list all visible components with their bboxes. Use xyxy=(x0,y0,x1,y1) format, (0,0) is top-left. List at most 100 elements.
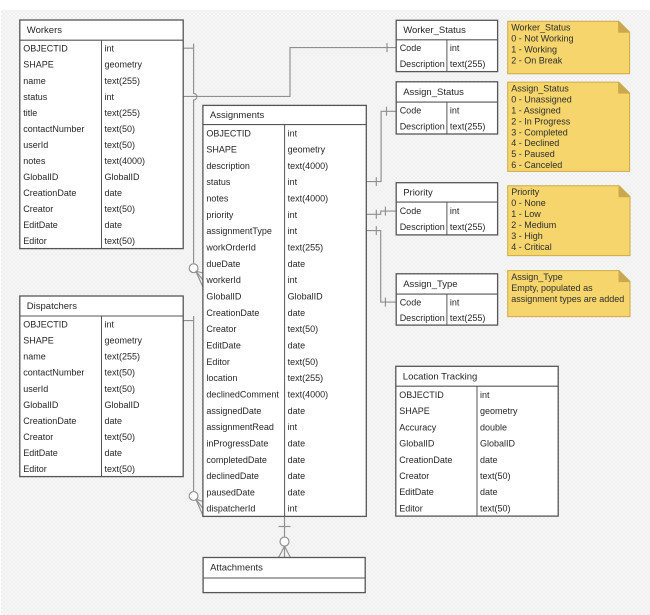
svg-text:text(255): text(255) xyxy=(450,222,486,232)
svg-text:text(50): text(50) xyxy=(105,368,136,378)
svg-text:declinedDate: declinedDate xyxy=(206,471,259,481)
svg-text:text(255): text(255) xyxy=(288,373,324,383)
svg-text:date: date xyxy=(105,220,123,230)
svg-text:date: date xyxy=(288,455,306,465)
svg-text:text(4000): text(4000) xyxy=(288,161,329,171)
svg-text:4 - Declined: 4 - Declined xyxy=(511,138,559,148)
svg-text:Description: Description xyxy=(400,313,445,323)
svg-text:geometry: geometry xyxy=(105,60,143,70)
svg-text:text(50): text(50) xyxy=(105,464,136,474)
svg-text:completedDate: completedDate xyxy=(206,455,267,465)
svg-text:text(50): text(50) xyxy=(288,324,319,334)
svg-text:geometry: geometry xyxy=(288,145,326,155)
svg-text:int: int xyxy=(105,92,115,102)
svg-text:date: date xyxy=(105,416,123,426)
svg-text:Assign_Status: Assign_Status xyxy=(511,84,569,94)
svg-text:2 - Medium: 2 - Medium xyxy=(511,220,556,230)
svg-text:Priority: Priority xyxy=(403,187,433,198)
svg-text:geometry: geometry xyxy=(480,406,518,416)
svg-text:date: date xyxy=(288,341,306,351)
svg-text:int: int xyxy=(450,297,460,307)
svg-text:Priority: Priority xyxy=(511,187,540,197)
svg-text:Accuracy: Accuracy xyxy=(399,422,437,432)
svg-text:assignmentType: assignmentType xyxy=(206,226,272,236)
svg-text:GlobalID: GlobalID xyxy=(206,292,242,302)
svg-text:text(50): text(50) xyxy=(105,432,136,442)
svg-text:text(50): text(50) xyxy=(480,504,511,514)
svg-text:GlobalID: GlobalID xyxy=(23,400,59,410)
svg-text:0 - Unassigned: 0 - Unassigned xyxy=(511,95,572,105)
svg-text:date: date xyxy=(288,438,306,448)
svg-text:OBJECTID: OBJECTID xyxy=(206,128,251,138)
svg-text:int: int xyxy=(450,106,460,116)
svg-text:GlobalID: GlobalID xyxy=(23,172,59,182)
svg-text:double: double xyxy=(480,422,507,432)
svg-text:priority: priority xyxy=(206,210,234,220)
svg-text:Assign_Type: Assign_Type xyxy=(511,272,563,282)
svg-text:int: int xyxy=(288,177,298,187)
svg-text:contactNumber: contactNumber xyxy=(23,368,84,378)
svg-text:6 - Canceled: 6 - Canceled xyxy=(511,160,562,170)
svg-text:assignedDate: assignedDate xyxy=(206,406,261,416)
svg-text:Creator: Creator xyxy=(399,471,429,481)
svg-text:CreationDate: CreationDate xyxy=(206,308,259,318)
svg-text:Description: Description xyxy=(400,59,445,69)
svg-text:date: date xyxy=(288,259,306,269)
svg-text:1 - Low: 1 - Low xyxy=(511,209,541,219)
svg-text:GlobalID: GlobalID xyxy=(399,439,435,449)
svg-text:Empty, populated as: Empty, populated as xyxy=(511,283,593,293)
svg-text:pausedDate: pausedDate xyxy=(206,487,255,497)
svg-text:text(4000): text(4000) xyxy=(288,194,329,204)
svg-text:workOrderId: workOrderId xyxy=(205,243,256,253)
svg-text:Assign_Status: Assign_Status xyxy=(403,87,464,98)
svg-text:SHAPE: SHAPE xyxy=(206,145,237,155)
svg-text:text(255): text(255) xyxy=(450,122,486,132)
svg-text:dispatcherId: dispatcherId xyxy=(206,504,255,514)
svg-text:GlobalID: GlobalID xyxy=(480,439,516,449)
svg-text:text(4000): text(4000) xyxy=(288,390,329,400)
svg-text:date: date xyxy=(480,487,498,497)
svg-text:Creator: Creator xyxy=(206,324,236,334)
svg-text:int: int xyxy=(288,275,298,285)
svg-text:SHAPE: SHAPE xyxy=(23,336,54,346)
svg-text:Dispatchers: Dispatchers xyxy=(27,301,77,312)
svg-text:notes: notes xyxy=(206,194,229,204)
svg-text:text(255): text(255) xyxy=(450,313,486,323)
svg-text:text(255): text(255) xyxy=(105,76,141,86)
svg-text:date: date xyxy=(288,406,306,416)
svg-text:assignmentRead: assignmentRead xyxy=(206,422,274,432)
svg-text:Code: Code xyxy=(400,206,422,216)
svg-text:Attachments: Attachments xyxy=(210,563,263,574)
svg-text:date: date xyxy=(480,455,498,465)
svg-text:3 - Completed: 3 - Completed xyxy=(511,127,568,137)
svg-text:inProgressDate: inProgressDate xyxy=(206,438,268,448)
svg-text:name: name xyxy=(23,76,46,86)
svg-text:text(255): text(255) xyxy=(105,108,141,118)
svg-text:SHAPE: SHAPE xyxy=(23,60,54,70)
svg-text:Code: Code xyxy=(400,106,422,116)
svg-text:Assign_Type: Assign_Type xyxy=(403,279,457,290)
svg-text:userId: userId xyxy=(23,384,48,394)
svg-text:Creator: Creator xyxy=(23,432,53,442)
svg-text:CreationDate: CreationDate xyxy=(399,455,452,465)
svg-text:text(50): text(50) xyxy=(105,124,136,134)
svg-text:int: int xyxy=(105,44,115,54)
svg-text:Editor: Editor xyxy=(399,504,423,514)
svg-text:0 - None: 0 - None xyxy=(511,198,546,208)
svg-text:text(255): text(255) xyxy=(288,243,324,253)
svg-text:CreationDate: CreationDate xyxy=(23,188,76,198)
svg-text:int: int xyxy=(288,210,298,220)
svg-text:int: int xyxy=(480,390,490,400)
svg-text:workerId: workerId xyxy=(205,275,241,285)
svg-text:Worker_Status: Worker_Status xyxy=(403,25,466,36)
svg-text:description: description xyxy=(206,161,250,171)
svg-text:Code: Code xyxy=(400,43,422,53)
svg-text:GlobalID: GlobalID xyxy=(288,292,324,302)
svg-text:assignment types are added: assignment types are added xyxy=(511,294,624,304)
svg-text:OBJECTID: OBJECTID xyxy=(23,320,68,330)
svg-text:2 - In Progress: 2 - In Progress xyxy=(511,116,571,126)
svg-text:Description: Description xyxy=(400,122,445,132)
svg-text:int: int xyxy=(450,43,460,53)
svg-text:text(50): text(50) xyxy=(105,384,136,394)
svg-text:status: status xyxy=(23,92,48,102)
